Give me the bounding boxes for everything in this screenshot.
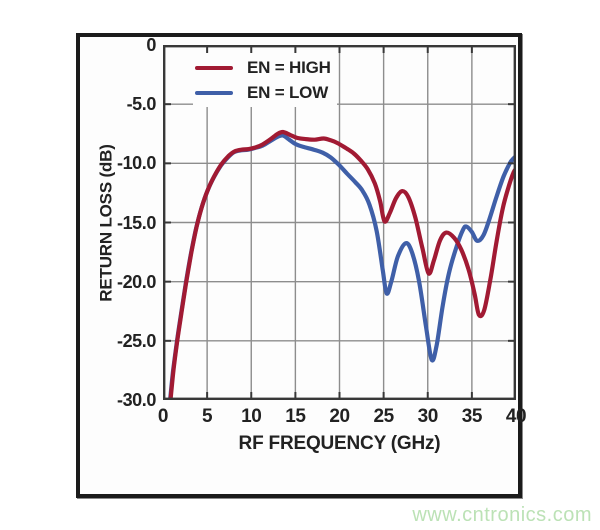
x-tick-label: 35	[461, 406, 483, 427]
x-tick-label: 5	[202, 406, 213, 427]
y-tick-label: -30.0	[116, 390, 156, 410]
return-loss-chart: RETURN LOSS (dB) 0 -5.0 -10.0 -15.0 -20.0 -25…	[76, 33, 527, 498]
x-tick-label: 25	[373, 406, 394, 427]
x-axis-ticks: 0 5 10 15 20 25 30 35 40	[158, 406, 527, 428]
curve-en-low	[168, 133, 516, 400]
chart-legend: EN = HIGH EN = LOW	[193, 53, 337, 107]
x-tick-label: 15	[285, 406, 306, 427]
x-tick-label: 40	[505, 406, 527, 427]
y-axis-ticks: 0 -5.0 -10.0 -15.0 -20.0 -25.0 -30.0	[80, 35, 157, 410]
plot-area	[163, 45, 516, 400]
y-tick-label: -15.0	[116, 212, 156, 233]
y-tick-label: -10.0	[116, 153, 156, 174]
watermark-text: www.cntronics.com	[412, 504, 592, 526]
legend-swatch-en-high	[195, 65, 233, 70]
y-tick-label: -20.0	[116, 271, 156, 292]
y-tick-label: -25.0	[116, 330, 156, 351]
legend-swatch-en-low	[195, 90, 233, 95]
x-tick-label: 20	[329, 406, 350, 427]
y-tick-label: 0	[146, 35, 156, 55]
x-tick-label: 30	[417, 406, 439, 427]
x-axis-title: RF FREQUENCY (GHz)	[238, 433, 441, 454]
x-tick-label: 10	[241, 406, 262, 427]
x-tick-label: 0	[157, 406, 169, 427]
legend-label-en-high: EN = HIGH	[247, 57, 331, 77]
y-tick-label: -5.0	[126, 94, 157, 115]
legend-label-en-low: EN = LOW	[247, 82, 329, 102]
legend-item-en-high: EN = HIGH	[195, 55, 331, 80]
legend-item-en-low: EN = LOW	[195, 80, 331, 105]
curve-en-high	[168, 129, 516, 400]
